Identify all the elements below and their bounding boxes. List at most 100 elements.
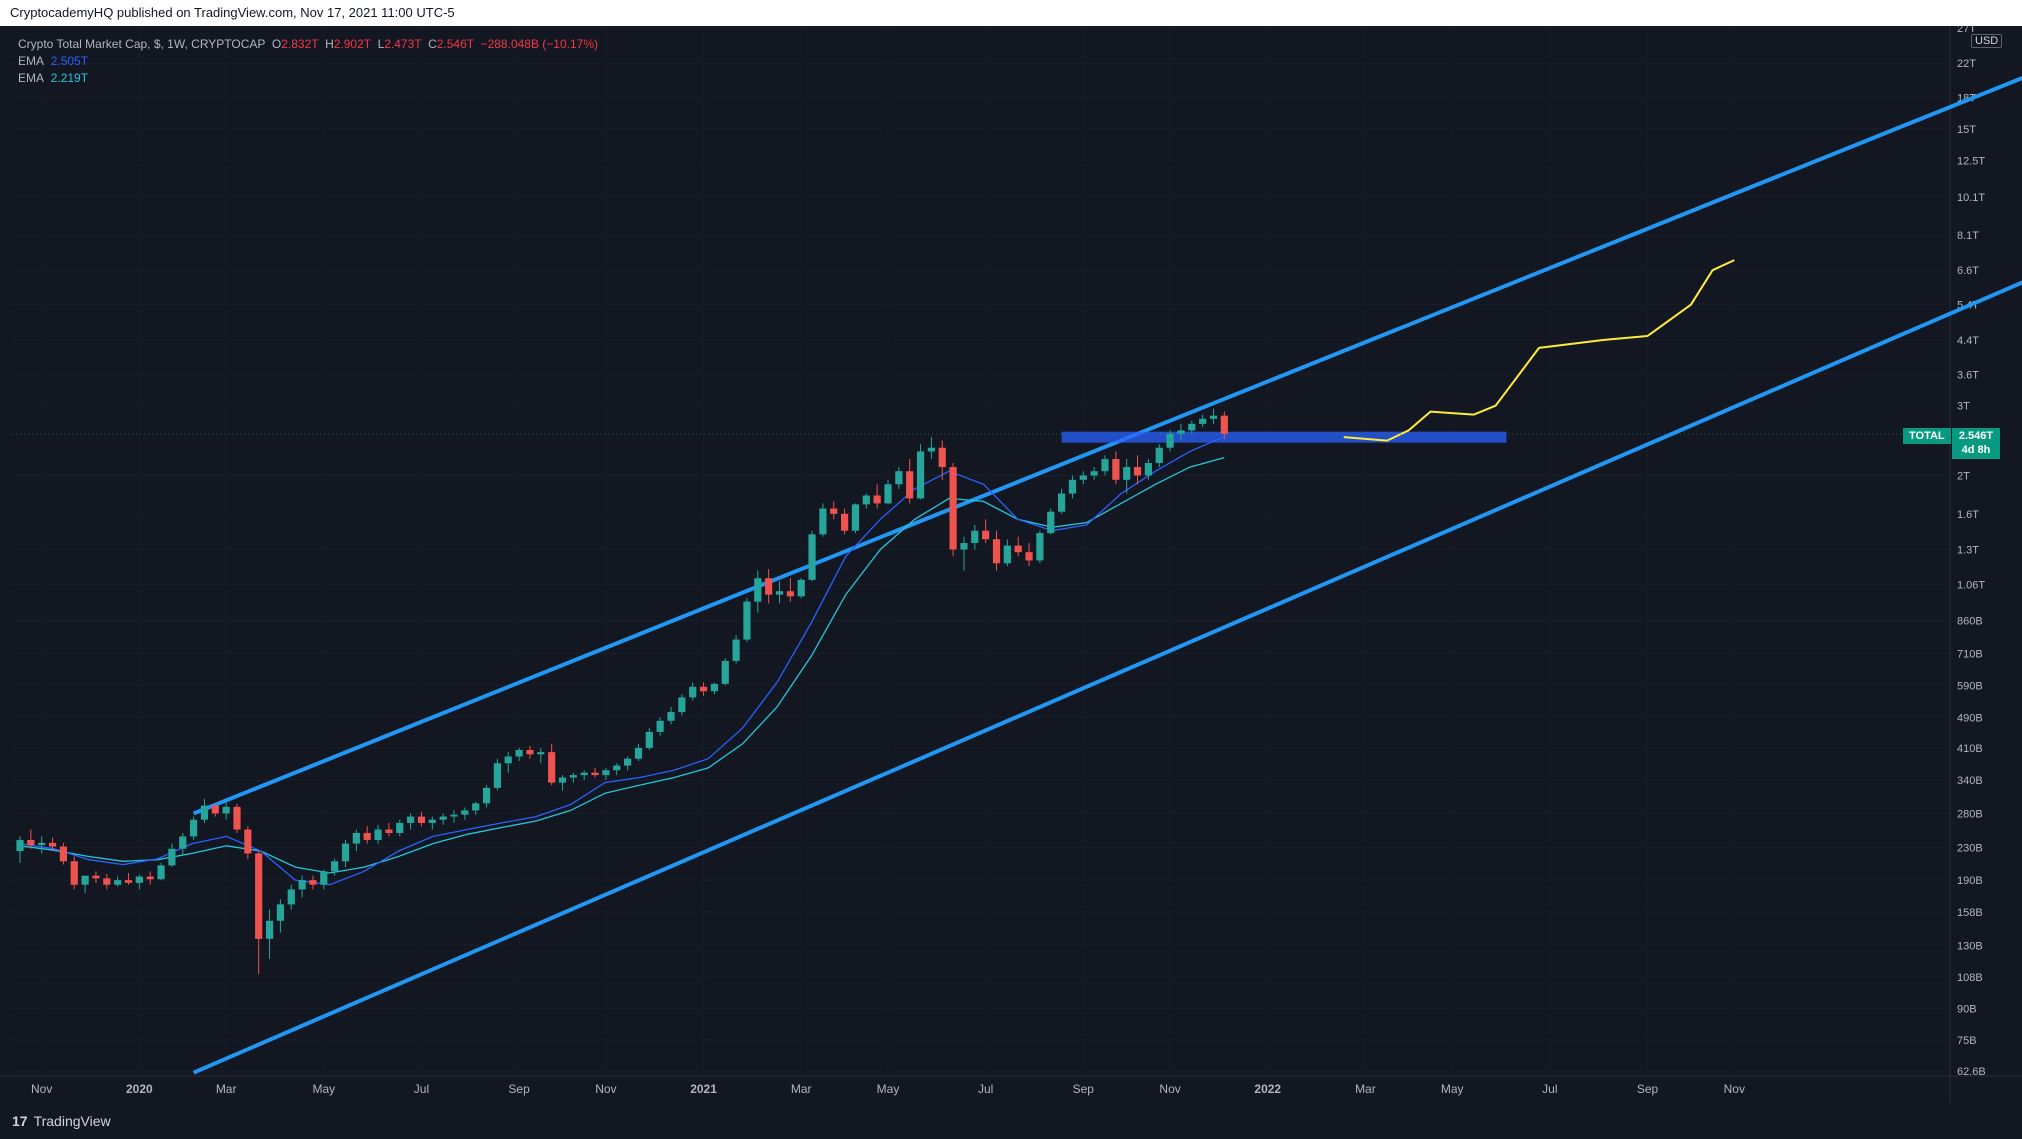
- time-tick-label: Sep: [1073, 1082, 1095, 1096]
- candle-body: [1003, 545, 1011, 564]
- ema-fast-label: EMA: [18, 54, 45, 68]
- candle-body: [754, 578, 762, 602]
- price-tick-label: 22T: [1957, 58, 1976, 70]
- candle-body: [645, 731, 653, 748]
- price-tick-label: 6.6T: [1957, 265, 1979, 277]
- candle-body: [200, 805, 209, 820]
- footer: 17 TradingView: [0, 1102, 2022, 1139]
- candle-body: [1155, 447, 1163, 464]
- candle-body: [927, 447, 935, 452]
- low-value: 2.473T: [384, 37, 422, 51]
- ema-fast-row[interactable]: EMA 2.505T: [18, 53, 598, 70]
- time-tick-label: Nov: [1159, 1082, 1180, 1096]
- tradingview-logo-icon: 17: [12, 1113, 28, 1129]
- candle-body: [255, 853, 263, 939]
- bar-countdown: 4d 8h: [1961, 444, 1991, 456]
- time-tick-label: Sep: [1637, 1082, 1659, 1096]
- candle-body: [1166, 433, 1174, 448]
- publish-info: CryptocademyHQ published on TradingView.…: [10, 5, 455, 20]
- candle-body: [222, 806, 230, 814]
- time-tick-label: Nov: [1724, 1082, 1745, 1096]
- tradingview-brand: TradingView: [33, 1113, 111, 1129]
- candle-body: [819, 508, 827, 535]
- candle-body: [320, 871, 328, 885]
- candle-body: [428, 819, 436, 823]
- candle-body: [548, 752, 556, 783]
- price-tick-label: 3.6T: [1957, 369, 1979, 381]
- price-tick-label: 190B: [1957, 875, 1983, 887]
- candle-body: [1025, 552, 1033, 561]
- high-label: H: [325, 37, 334, 51]
- candle-body: [1047, 511, 1055, 534]
- ema-slow-value: 2.219T: [50, 71, 89, 85]
- price-tick-label: 108B: [1957, 972, 1983, 984]
- candle-body: [439, 816, 447, 820]
- candle-body: [1188, 423, 1196, 431]
- symbol-price-label: TOTAL: [1903, 428, 1951, 444]
- candle-body: [938, 447, 946, 468]
- candle-body: [59, 846, 67, 862]
- price-tick-label: 710B: [1957, 648, 1983, 660]
- candle-body: [1209, 415, 1218, 419]
- time-tick-label: May: [1441, 1082, 1464, 1096]
- upper-channel-line: [192, 75, 2022, 816]
- candle-body: [765, 578, 773, 595]
- currency-badge[interactable]: USD: [1971, 34, 2003, 48]
- candle-body: [689, 686, 697, 698]
- time-tick-label: May: [312, 1082, 335, 1096]
- price-chart[interactable]: 27T22T18T15T12.5T10.1T8.1T6.6T5.4T4.4T3.…: [0, 26, 2022, 1139]
- symbol-name[interactable]: Crypto Total Market Cap, $, 1W, CRYPTOCA…: [18, 37, 266, 51]
- price-tick-label: 1.6T: [1957, 509, 1979, 521]
- candle-body: [190, 819, 198, 837]
- candle-body: [16, 839, 24, 852]
- candle-body: [515, 750, 523, 757]
- candle-body: [341, 843, 350, 862]
- chart-legend: Crypto Total Market Cap, $, 1W, CRYPTOCA…: [18, 36, 598, 87]
- candle-body: [916, 451, 925, 499]
- open-label: O: [271, 37, 282, 51]
- price-tick-label: 2T: [1957, 470, 1970, 482]
- candle-body: [786, 591, 794, 597]
- candle-body: [1220, 415, 1228, 434]
- time-tick-label: Jul: [414, 1082, 429, 1096]
- candle-body: [70, 861, 78, 885]
- high-value: 2.902T: [333, 37, 371, 51]
- candle-body: [558, 777, 567, 783]
- time-tick-label: 2021: [690, 1082, 717, 1096]
- resistance-zone: [1061, 431, 1507, 443]
- price-tick-label: 490B: [1957, 712, 1983, 724]
- price-tick-label: 130B: [1957, 940, 1983, 952]
- candle-body: [168, 848, 176, 866]
- candle-body: [537, 752, 545, 755]
- price-tick-label: 860B: [1957, 616, 1983, 628]
- projection-path: [1343, 259, 1735, 442]
- candle-body: [624, 758, 632, 766]
- publish-header: CryptocademyHQ published on TradingView.…: [0, 0, 2022, 26]
- close-value: 2.546T: [436, 37, 474, 51]
- candle-body: [298, 880, 306, 890]
- chart-frame: 27T22T18T15T12.5T10.1T8.1T6.6T5.4T4.4T3.…: [0, 26, 2022, 1139]
- candle-body: [851, 504, 860, 531]
- price-scale-area: [1950, 26, 2022, 1102]
- ema-fast-value: 2.505T: [50, 54, 89, 68]
- price-tick-label: 90B: [1957, 1004, 1977, 1016]
- ema-slow-row[interactable]: EMA 2.219T: [18, 70, 598, 87]
- candle-body: [417, 816, 426, 823]
- candle-body: [482, 787, 491, 804]
- candle-body: [493, 763, 501, 788]
- candle-body: [233, 806, 241, 830]
- candle-body: [1058, 493, 1066, 512]
- price-tick-label: 27T: [1957, 26, 1976, 35]
- candle-body: [103, 878, 111, 885]
- candle-body: [569, 775, 577, 778]
- tradingview-logo[interactable]: 17 TradingView: [12, 1113, 111, 1129]
- candle-body: [396, 822, 404, 833]
- candle-body: [92, 875, 100, 879]
- candle-body: [1199, 418, 1207, 424]
- low-label: L: [377, 37, 385, 51]
- candle-body: [124, 880, 133, 883]
- candle-body: [1014, 545, 1022, 553]
- candle-body: [1036, 533, 1044, 561]
- candle-body: [732, 639, 740, 661]
- candle-body: [211, 805, 219, 814]
